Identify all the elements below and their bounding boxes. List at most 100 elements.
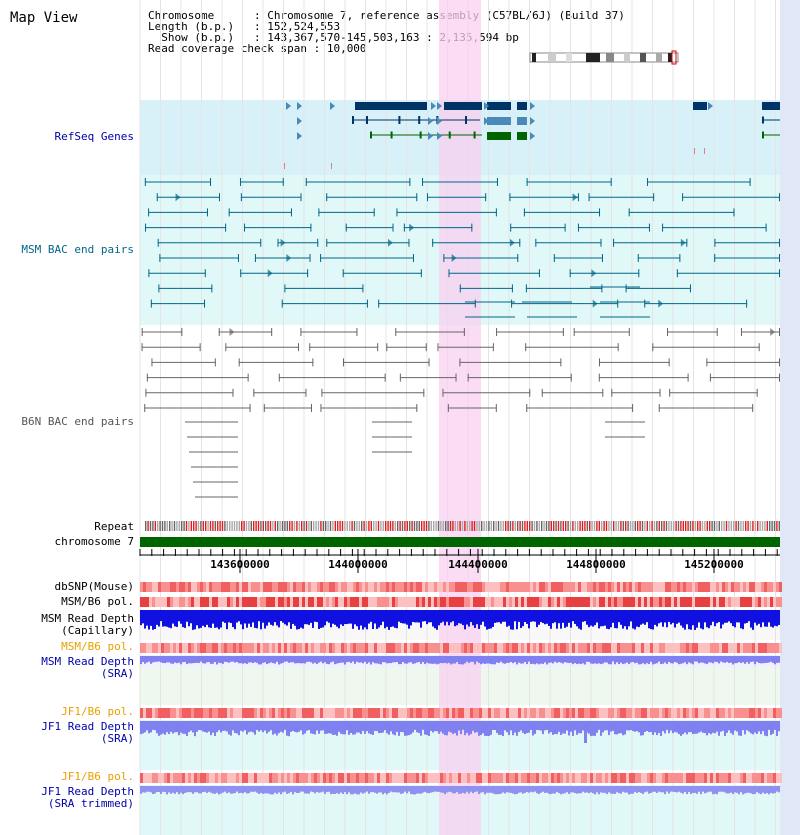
jf1-sra-depth-bar	[432, 721, 434, 733]
repeat-block	[286, 521, 288, 531]
track-label-msm-bac[interactable]: MSM BAC end pairs	[21, 243, 134, 256]
b6n-bac-end	[214, 358, 216, 367]
jf1-sra-depth-bar	[614, 721, 616, 735]
msm-sra-depth-bar	[268, 656, 270, 664]
jf1-sra-depth-bar	[352, 721, 354, 735]
msm-pol1-cell	[413, 597, 416, 607]
jf1-sra-depth-bar	[198, 721, 200, 731]
track-label-b6n-bac[interactable]: B6N BAC end pairs	[21, 415, 134, 428]
msm-sra-depth-bar	[674, 656, 676, 662]
msm-cap-depth-bar	[160, 610, 162, 622]
jf1-trim-depth-bar	[732, 786, 734, 795]
track-label-refseq[interactable]: RefSeq Genes	[54, 130, 134, 143]
msm-sra-depth-bar	[236, 656, 238, 663]
jf1-pol2-cell	[578, 773, 581, 783]
jf1-sra-depth-bar	[728, 721, 730, 731]
gene-arrow	[286, 102, 291, 110]
msm-sra-depth-bar	[756, 656, 758, 662]
b6n-bac-end	[716, 328, 718, 336]
msm-cap-depth-bar	[702, 610, 704, 630]
jf1-trim-depth-bar	[256, 786, 258, 793]
dbsnp-cell	[731, 582, 734, 592]
msm-pol2-cell	[650, 643, 653, 653]
msm-pol2-cell	[575, 643, 578, 653]
jf1-sra-depth-bar	[748, 721, 750, 732]
jf1-pol2-cell	[707, 773, 710, 783]
msm-sra-depth-bar	[498, 656, 500, 663]
dbsnp-cell	[314, 582, 317, 592]
msm-pol2-cell	[470, 643, 473, 653]
msm-sra-depth-bar	[576, 656, 578, 665]
dbsnp-cell	[395, 582, 398, 592]
msm-sra-depth-bar	[486, 656, 488, 664]
jf1-pol2-cell	[428, 773, 431, 783]
jf1-pol2-cell	[521, 773, 524, 783]
repeat-block	[550, 521, 552, 531]
jf1-sra-depth-bar	[418, 721, 420, 733]
b6n-bac-end	[356, 328, 358, 336]
msm-sra-depth-bar	[730, 656, 732, 663]
dbsnp-cell	[572, 582, 575, 592]
msm-pol2-cell	[377, 643, 380, 653]
jf1-sra-depth-bar	[350, 721, 352, 733]
msm-pol2-cell	[500, 643, 503, 653]
jf1-trim-depth-bar	[506, 786, 508, 793]
repeat-block	[699, 521, 701, 531]
msm-cap-depth-bar	[192, 610, 194, 630]
repeat-block	[253, 521, 255, 531]
jf1-pol1-cell	[707, 708, 710, 718]
jf1-trim-depth-bar	[370, 786, 372, 793]
jf1-trim-depth-bar	[666, 786, 668, 792]
jf1-sra-depth-bar	[216, 721, 218, 733]
msm-cap-depth-bar	[604, 610, 606, 626]
repeat-block	[529, 521, 531, 531]
jf1-trim-depth-bar	[146, 786, 148, 792]
jf1-trim-depth-bar	[468, 786, 470, 794]
jf1-sra-depth-bar	[706, 721, 708, 736]
jf1-trim-depth-bar	[368, 786, 370, 794]
msm-cap-depth-bar	[416, 610, 418, 623]
jf1-pol2-cell	[554, 773, 557, 783]
jf1-trim-depth-bar	[642, 786, 644, 795]
dbsnp-cell	[518, 582, 521, 592]
dbsnp-cell	[248, 582, 251, 592]
msm-sra-depth-bar	[376, 656, 378, 664]
jf1-sra-depth-bar	[338, 721, 340, 732]
jf1-pol1-cell	[266, 708, 269, 718]
dbsnp-cell	[509, 582, 512, 592]
msm-sra-depth-bar	[242, 656, 244, 664]
jf1-pol2-cell	[221, 773, 224, 783]
msm-sra-depth-bar	[646, 656, 648, 664]
jf1-trim-depth-bar	[678, 786, 680, 792]
jf1-trim-depth-bar	[514, 786, 516, 795]
jf1-trim-depth-bar	[246, 786, 248, 794]
jf1-trim-depth-bar	[454, 786, 456, 794]
repeat-block	[267, 521, 269, 531]
jf1-pol2-cell	[434, 773, 437, 783]
jf1-trim-depth-bar	[358, 786, 360, 795]
jf1-trim-depth-bar	[356, 786, 358, 795]
repeat-block	[176, 521, 178, 531]
repeat-block	[639, 521, 641, 531]
jf1-pol1-cell	[503, 708, 506, 718]
jf1-pol1-cell	[671, 708, 674, 718]
msm-pol2-cell	[632, 643, 635, 653]
jf1-trim-depth-bar	[418, 786, 420, 794]
msm-cap-depth-bar	[740, 610, 742, 629]
msm-bac-end	[150, 299, 152, 308]
jf1-sra-depth-bar	[658, 721, 660, 733]
jf1-sra-depth-bar	[372, 721, 374, 735]
repeat-block	[387, 521, 389, 531]
b6n-bac-end	[238, 358, 240, 367]
jf1-trim-depth-bar	[622, 786, 624, 792]
jf1-trim-depth-bar	[734, 786, 736, 793]
msm-pol1-cell	[200, 597, 203, 607]
jf1-pol2-cell	[188, 773, 191, 783]
msm-cap-depth-bar	[694, 610, 696, 630]
msm-pol1-cell	[749, 597, 752, 607]
msm-cap-depth-bar	[526, 610, 528, 624]
jf1-pol1-cell	[737, 708, 740, 718]
msm-cap-depth-bar	[760, 610, 762, 628]
msm-pol1-cell	[401, 597, 404, 607]
